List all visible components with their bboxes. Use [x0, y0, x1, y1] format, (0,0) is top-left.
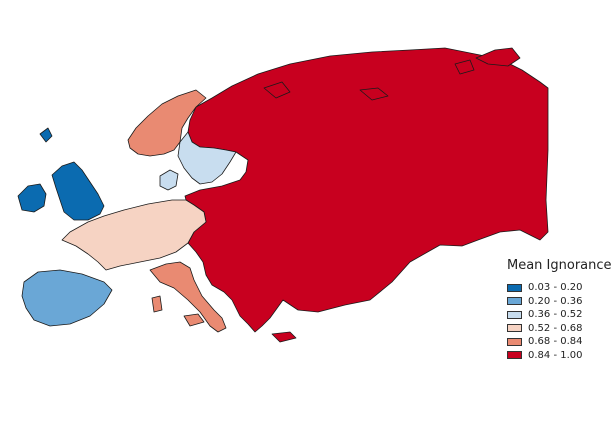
- legend-swatch: [507, 310, 522, 319]
- region-denmark: [159, 169, 179, 191]
- region-italy: [149, 261, 227, 333]
- legend-item: 0.03 - 0.20: [507, 281, 611, 295]
- legend-label: 0.84 - 1.00: [528, 349, 583, 361]
- legend-swatch: [507, 337, 522, 346]
- region-british-isles: [51, 161, 105, 221]
- legend-label: 0.68 - 0.84: [528, 336, 583, 348]
- legend-swatch: [507, 283, 522, 292]
- legend-swatch: [507, 324, 522, 333]
- legend-item: 0.84 - 1.00: [507, 349, 611, 363]
- legend-swatch: [507, 297, 522, 306]
- region-france: [61, 199, 207, 271]
- map-legend: Mean Ignorance 0.03 - 0.20 0.20 - 0.36 0.3…: [507, 258, 612, 362]
- region-italy: [151, 295, 163, 313]
- region-eastern-europe-russia: [271, 331, 297, 343]
- legend-label: 0.36 - 0.52: [528, 309, 583, 321]
- legend-title: Mean Ignorance: [507, 258, 612, 273]
- legend-item: 0.52 - 0.68: [507, 322, 611, 336]
- legend-label: 0.52 - 0.68: [528, 322, 583, 334]
- region-italy: [183, 313, 205, 327]
- region-sweden: [177, 131, 237, 185]
- region-eastern-europe-russia: [454, 59, 475, 75]
- legend-items: 0.03 - 0.20 0.20 - 0.36 0.36 - 0.52 0.52 - …: [507, 281, 611, 362]
- legend-item: 0.68 - 0.84: [507, 335, 611, 349]
- legend-item: 0.20 - 0.36: [507, 295, 611, 309]
- legend-item: 0.36 - 0.52: [507, 308, 611, 322]
- region-british-isles: [17, 183, 47, 213]
- region-eastern-europe-russia: [359, 87, 389, 101]
- region-iberia: [21, 269, 113, 327]
- region-british-isles: [39, 127, 53, 143]
- region-norway: [127, 89, 207, 157]
- region-eastern-europe-russia: [263, 81, 291, 99]
- legend-label: 0.03 - 0.20: [528, 282, 583, 294]
- legend-label: 0.20 - 0.36: [528, 295, 583, 307]
- region-eastern-europe-russia: [475, 47, 521, 67]
- legend-swatch: [507, 351, 522, 360]
